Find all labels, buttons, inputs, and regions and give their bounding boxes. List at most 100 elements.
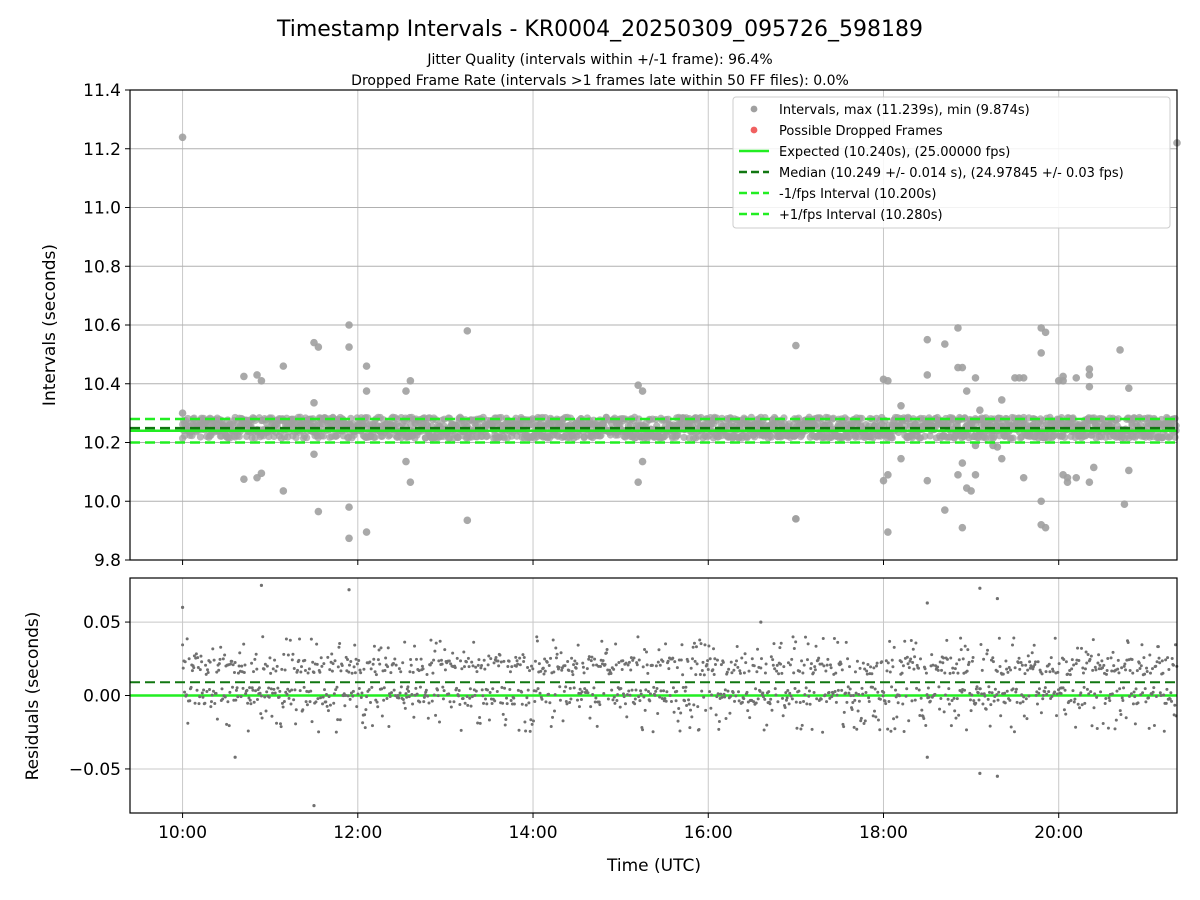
residual-point	[614, 663, 618, 667]
residual-point	[809, 666, 813, 670]
residual-point	[292, 667, 296, 671]
residual-point	[474, 689, 478, 693]
residual-point	[740, 656, 744, 660]
residual-point	[979, 643, 983, 647]
residual-point	[1127, 694, 1131, 698]
residual-point	[884, 659, 888, 663]
residual-point	[291, 652, 295, 656]
residual-point	[731, 691, 735, 695]
residual-point	[886, 727, 890, 731]
intervals-y-tick-label: 10.4	[83, 375, 121, 395]
residual-point	[759, 657, 763, 661]
residual-point	[517, 728, 521, 732]
residual-point	[799, 727, 803, 731]
residual-point	[909, 657, 913, 661]
residuals-outlier-points	[180, 583, 999, 808]
residual-point	[594, 696, 598, 700]
residual-point	[474, 665, 478, 669]
residual-point	[601, 659, 605, 663]
residual-point	[995, 693, 999, 697]
interval-outlier-point	[257, 469, 266, 478]
residual-point	[213, 702, 217, 706]
residual-point	[481, 694, 485, 698]
interval-outlier-point	[402, 387, 410, 395]
residual-point	[844, 640, 848, 644]
residual-point	[778, 646, 782, 650]
residual-point	[590, 655, 594, 659]
residual-point	[442, 689, 446, 693]
residual-point	[272, 687, 276, 691]
residual-point	[813, 665, 817, 669]
residual-point	[695, 662, 699, 666]
residual-point	[321, 695, 325, 699]
residual-point	[620, 667, 624, 671]
intervals-y-tick-label: 11.4	[83, 81, 121, 101]
residual-point	[869, 665, 873, 669]
residual-point	[635, 663, 639, 667]
residual-point	[859, 716, 863, 720]
residual-point	[842, 725, 846, 729]
residual-point	[332, 701, 336, 705]
residual-point	[735, 644, 739, 648]
residual-point	[734, 694, 738, 698]
residual-point	[483, 667, 487, 671]
residual-point	[183, 690, 187, 694]
residual-point	[330, 669, 334, 673]
residual-point	[690, 715, 694, 719]
residual-point	[534, 689, 538, 693]
residual-point	[724, 717, 728, 721]
residual-point	[475, 670, 479, 674]
residual-point	[903, 639, 907, 643]
residual-point	[906, 662, 910, 666]
residual-point	[941, 661, 945, 665]
residual-point	[648, 692, 652, 696]
residual-point	[745, 690, 749, 694]
residual-point	[947, 702, 951, 706]
interval-point	[926, 432, 934, 440]
residual-point	[699, 642, 703, 646]
residual-point	[251, 688, 255, 692]
residual-point	[878, 728, 882, 732]
residual-point	[951, 671, 955, 675]
interval-outlier-point	[463, 516, 472, 525]
residual-point	[876, 690, 880, 694]
residual-point	[1173, 703, 1177, 707]
x-tick-label: 18:00	[859, 823, 908, 843]
residual-point	[572, 663, 576, 667]
intervals-y-ticks: 9.8 10.0 10.2 10.4 10.6 10.8 11.0 11.2 11.4	[83, 81, 130, 571]
residual-point	[1011, 643, 1015, 647]
residual-point	[1018, 701, 1022, 705]
residual-point	[1134, 687, 1138, 691]
residual-point	[573, 659, 577, 663]
residuals-y-tick-label: −0.05	[69, 760, 121, 780]
residual-point	[990, 691, 994, 695]
residual-point	[1110, 692, 1114, 696]
residual-point	[883, 699, 887, 703]
interval-point	[1166, 433, 1174, 441]
residual-point	[236, 695, 240, 699]
residual-point	[309, 689, 313, 693]
residual-point	[1133, 695, 1137, 699]
residual-point	[1084, 650, 1088, 654]
residual-point	[945, 657, 949, 661]
interval-point	[1114, 415, 1122, 423]
residual-point	[1164, 658, 1168, 662]
residual-point	[1023, 672, 1027, 676]
residual-point	[683, 699, 687, 703]
residual-point	[314, 700, 318, 704]
residual-point	[708, 657, 712, 661]
interval-point	[364, 414, 372, 422]
residual-point	[211, 647, 215, 651]
residual-point	[754, 701, 758, 705]
residual-point	[834, 700, 838, 704]
residual-point	[399, 670, 403, 674]
interval-outlier-point	[1037, 497, 1045, 506]
residual-point	[891, 665, 895, 669]
residual-point	[701, 660, 705, 664]
residual-point	[668, 693, 672, 697]
residual-point	[204, 663, 208, 667]
residual-point	[348, 697, 352, 701]
residual-point	[569, 697, 573, 701]
interval-outlier-point	[1085, 382, 1094, 391]
residual-point	[264, 709, 268, 713]
